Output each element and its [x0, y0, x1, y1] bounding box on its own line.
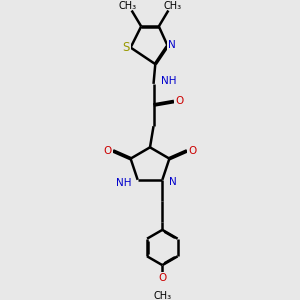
Text: CH₃: CH₃ — [153, 291, 171, 300]
Text: NH: NH — [116, 178, 131, 188]
Text: CH₃: CH₃ — [118, 1, 136, 11]
Text: CH₃: CH₃ — [164, 1, 181, 11]
Text: O: O — [103, 146, 112, 156]
Text: N: N — [168, 40, 176, 50]
Text: N: N — [169, 177, 176, 187]
Text: O: O — [175, 97, 183, 106]
Text: O: O — [158, 273, 166, 283]
Text: NH: NH — [160, 76, 176, 86]
Text: S: S — [123, 41, 130, 54]
Text: O: O — [188, 146, 196, 156]
